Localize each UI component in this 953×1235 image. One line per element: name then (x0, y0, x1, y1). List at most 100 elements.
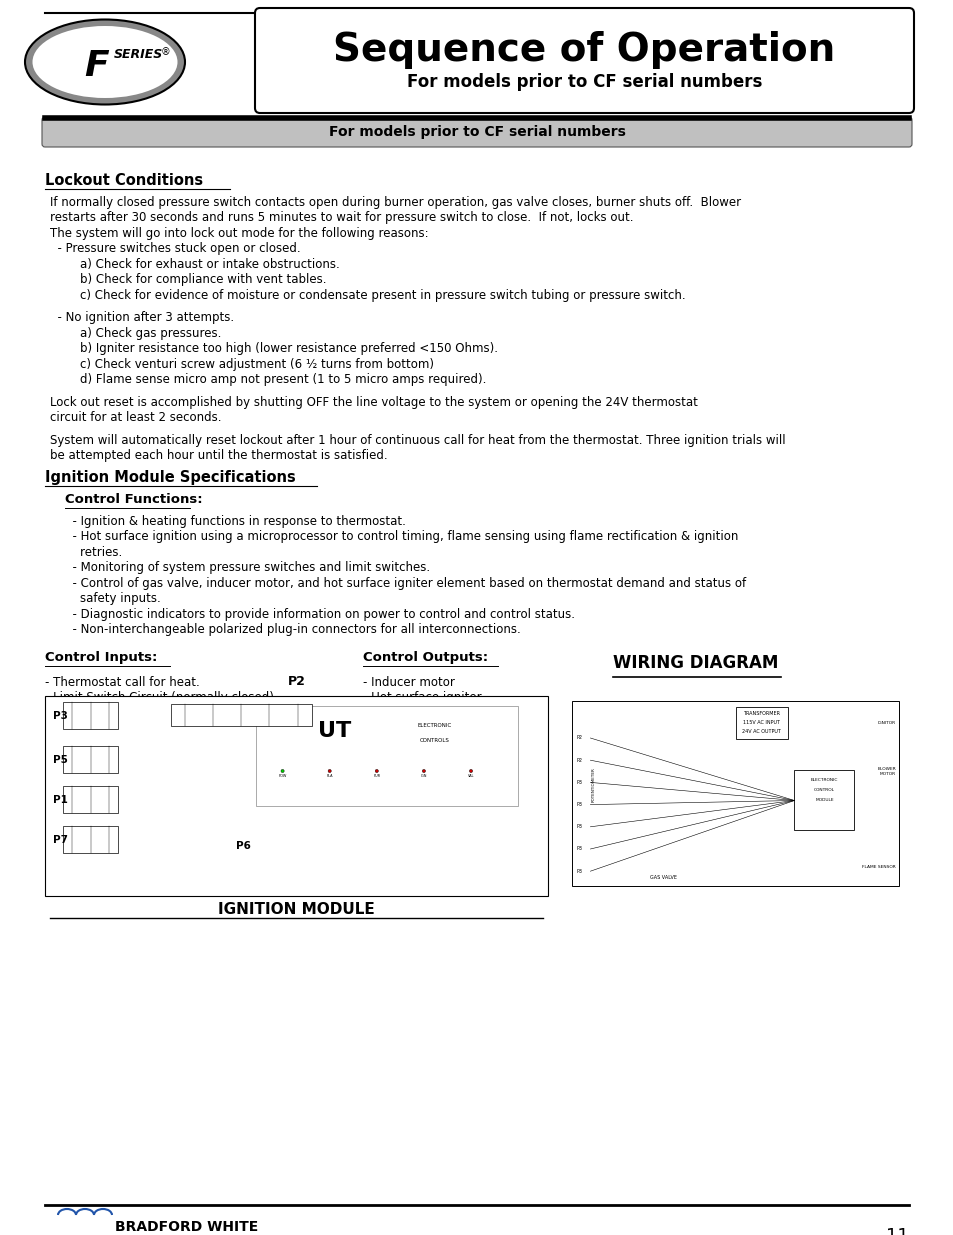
Text: POW: POW (278, 774, 287, 778)
Text: a) Check for exhaust or intake obstructions.: a) Check for exhaust or intake obstructi… (50, 258, 339, 270)
Text: c) Check venturi screw adjustment (6 ½ turns from bottom): c) Check venturi screw adjustment (6 ½ t… (50, 358, 434, 370)
Text: P2: P2 (288, 676, 305, 688)
Text: P3: P3 (576, 824, 581, 829)
Bar (45, 697, 548, 897)
Text: System will automatically reset lockout after 1 hour of continuous call for heat: System will automatically reset lockout … (50, 433, 785, 447)
Text: FLAME SENSOR: FLAME SENSOR (862, 866, 895, 869)
Text: b) Check for compliance with vent tables.: b) Check for compliance with vent tables… (50, 273, 326, 287)
Bar (256, 706, 517, 806)
Bar (63, 701, 118, 729)
Text: P2: P2 (576, 758, 581, 763)
Text: UT: UT (318, 721, 351, 741)
Text: 11: 11 (885, 1228, 908, 1235)
Ellipse shape (32, 26, 177, 98)
Circle shape (328, 769, 331, 773)
Text: SERIES: SERIES (113, 48, 162, 62)
Circle shape (375, 769, 378, 773)
Text: P3: P3 (576, 868, 581, 873)
Text: - Limit Switch Circuit (normally closed): - Limit Switch Circuit (normally closed) (45, 692, 274, 704)
Text: retries.: retries. (65, 546, 122, 559)
Text: b) Igniter resistance too high (lower resistance preferred <150 Ohms).: b) Igniter resistance too high (lower re… (50, 342, 497, 356)
Text: restarts after 30 seconds and runs 5 minutes to wait for pressure switch to clos: restarts after 30 seconds and runs 5 min… (50, 211, 633, 225)
Circle shape (281, 769, 284, 773)
Bar (735, 706, 787, 739)
Text: - Hot surface ignition using a microprocessor to control timing, flame sensing u: - Hot surface ignition using a microproc… (65, 531, 738, 543)
Text: c) Check for evidence of moisture or condensate present in pressure switch tubin: c) Check for evidence of moisture or con… (50, 289, 685, 303)
Text: ELECTRONIC: ELECTRONIC (810, 778, 838, 783)
Text: BLOWER
MOTOR: BLOWER MOTOR (877, 767, 895, 776)
Text: WIRING DIAGRAM: WIRING DIAGRAM (612, 655, 778, 672)
Text: - Status indicator LEDs: - Status indicator LEDs (362, 722, 497, 736)
Text: - Diagnostic indicators to provide information on power to control and control s: - Diagnostic indicators to provide infor… (65, 608, 575, 621)
FancyBboxPatch shape (254, 7, 913, 112)
Text: IGNITOR: IGNITOR (877, 721, 895, 725)
Text: Valve - Red: Valve - Red (362, 784, 443, 798)
Text: IGNITION MODULE: IGNITION MODULE (218, 902, 375, 918)
Text: P5: P5 (53, 755, 68, 764)
Text: Control Functions:: Control Functions: (65, 493, 202, 506)
Text: Lockout Conditions: Lockout Conditions (45, 173, 203, 188)
Text: - Flame sensing.: - Flame sensing. (45, 722, 142, 736)
Text: BRADFORD WHITE: BRADFORD WHITE (115, 1220, 258, 1234)
Bar (63, 826, 118, 853)
Bar (794, 771, 854, 830)
Text: be attempted each hour until the thermostat is satisfied.: be attempted each hour until the thermos… (50, 450, 387, 462)
Text: PUR: PUR (373, 774, 380, 778)
Text: a) Check gas pressures.: a) Check gas pressures. (50, 327, 221, 340)
Text: Igniter - Red: Igniter - Red (362, 769, 450, 782)
Text: If normally closed pressure switch contacts open during burner operation, gas va: If normally closed pressure switch conta… (50, 196, 740, 209)
Text: MODULE: MODULE (814, 799, 833, 803)
Text: Control Outputs:: Control Outputs: (362, 651, 487, 664)
Text: IGN: IGN (420, 774, 427, 778)
Text: 24V AC OUTPUT: 24V AC OUTPUT (741, 729, 781, 734)
Text: F: F (85, 49, 110, 83)
Bar (63, 785, 118, 813)
Bar (171, 704, 312, 726)
FancyBboxPatch shape (42, 117, 911, 147)
Text: - Ignition & heating functions in response to thermostat.: - Ignition & heating functions in respon… (65, 515, 405, 529)
Circle shape (469, 769, 472, 773)
Text: P1: P1 (53, 795, 68, 805)
Text: ®: ® (160, 47, 170, 57)
Text: POTENTIOMETER: POTENTIOMETER (592, 767, 596, 802)
Text: TRANSFORMER: TRANSFORMER (742, 711, 780, 716)
Bar (63, 746, 118, 773)
Text: safety inputs.: safety inputs. (65, 593, 161, 605)
Bar (572, 701, 898, 885)
Text: - Low voltage supply.: - Low voltage supply. (45, 739, 169, 751)
Text: ELECTRONIC: ELECTRONIC (416, 724, 451, 729)
Text: P3: P3 (576, 802, 581, 808)
Ellipse shape (25, 20, 185, 105)
Text: d) Flame sense micro amp not present (1 to 5 micro amps required).: d) Flame sense micro amp not present (1 … (50, 373, 486, 387)
Text: Sequence of Operation: Sequence of Operation (333, 31, 835, 69)
Text: - Pressure Switch Circuit (normally open): - Pressure Switch Circuit (normally open… (45, 706, 286, 720)
Text: - Thermostat call for heat.: - Thermostat call for heat. (45, 676, 199, 689)
Text: - Pressure switches stuck open or closed.: - Pressure switches stuck open or closed… (50, 242, 300, 256)
Text: VAL: VAL (467, 774, 474, 778)
Text: - Monitoring of system pressure switches and limit switches.: - Monitoring of system pressure switches… (65, 562, 430, 574)
Text: Flame - Red: Flame - Red (362, 800, 447, 813)
Text: For models prior to CF serial numbers: For models prior to CF serial numbers (406, 73, 761, 91)
Text: For models prior to CF serial numbers: For models prior to CF serial numbers (328, 125, 625, 140)
Text: P3: P3 (576, 846, 581, 851)
Text: Ignition Module Specifications: Ignition Module Specifications (45, 471, 295, 485)
Text: Lock out reset is accomplished by shutting OFF the line voltage to the system or: Lock out reset is accomplished by shutti… (50, 396, 698, 409)
Text: GAS VALVE: GAS VALVE (650, 876, 677, 881)
Text: P7: P7 (53, 835, 68, 845)
Text: Power - Green: Power - Green (362, 739, 460, 751)
Text: FLA: FLA (326, 774, 333, 778)
Text: 115V AC INPUT: 115V AC INPUT (742, 720, 780, 725)
Text: - Gas valve: - Gas valve (362, 706, 428, 720)
Text: - No ignition after 3 attempts.: - No ignition after 3 attempts. (50, 311, 233, 325)
Text: Purge - Red: Purge - Red (362, 753, 445, 767)
Text: circuit for at least 2 seconds.: circuit for at least 2 seconds. (50, 411, 221, 425)
Text: CONTROLS: CONTROLS (419, 739, 449, 743)
Text: - Inducer motor: - Inducer motor (362, 676, 454, 689)
Text: - Hot surface igniter: - Hot surface igniter (362, 692, 480, 704)
Text: P2: P2 (576, 736, 581, 741)
Text: - Non-interchangeable polarized plug-in connectors for all interconnections.: - Non-interchangeable polarized plug-in … (65, 624, 520, 636)
Circle shape (422, 769, 425, 773)
Text: - Line voltage supply.: - Line voltage supply. (45, 753, 171, 767)
Text: Control Inputs:: Control Inputs: (45, 651, 157, 664)
Text: P3: P3 (53, 711, 68, 721)
